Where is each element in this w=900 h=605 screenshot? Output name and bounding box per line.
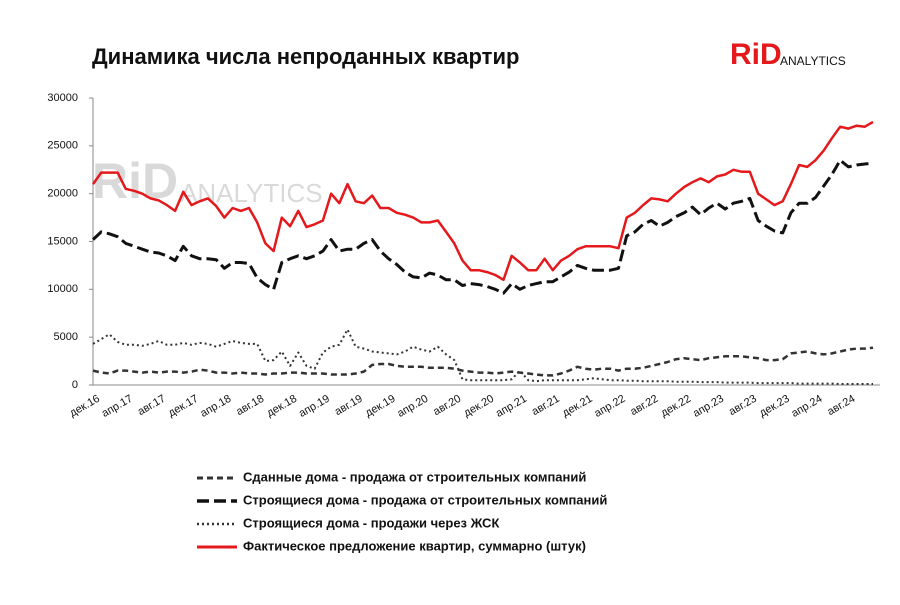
y-tick-label: 0 xyxy=(72,379,78,391)
x-tick-label: авг.20 xyxy=(431,393,463,418)
x-tick-label: дек.18 xyxy=(265,393,299,420)
logo-sub: ANALYTICS xyxy=(780,54,846,68)
watermark: RiD ANALYTICS xyxy=(92,153,323,209)
x-tick-label: апр.20 xyxy=(395,393,430,420)
legend-label: Строящиеся дома - продажа от строительны… xyxy=(243,492,607,507)
legend-label: Сданные дома - продажа от строительных к… xyxy=(243,469,586,484)
x-tick-label: авг.18 xyxy=(234,393,266,418)
y-tick-label: 20000 xyxy=(47,188,78,200)
y-tick-label: 5000 xyxy=(54,331,78,343)
watermark-sub: ANALYTICS xyxy=(180,178,323,208)
x-tick-label: апр.19 xyxy=(297,393,332,420)
x-tick-label: авг.22 xyxy=(628,393,660,418)
series-line xyxy=(91,158,874,295)
y-tick-label: 15000 xyxy=(47,235,78,247)
x-tick-label: апр.21 xyxy=(494,393,529,420)
x-tick-label: апр.22 xyxy=(592,393,627,420)
y-tick-label: 30000 xyxy=(47,92,78,104)
y-tick-label: 10000 xyxy=(47,283,78,295)
logo-brand: RiD xyxy=(730,38,782,71)
logo: RiD ANALYTICS xyxy=(730,38,846,71)
x-tick-label: дек.22 xyxy=(659,393,693,420)
x-tick-label: авг.21 xyxy=(530,393,562,418)
x-tick-label: дек.19 xyxy=(363,393,397,420)
series-line xyxy=(91,120,874,282)
series-line xyxy=(92,328,873,385)
legend-label: Строящиеся дома - продажи через ЖСК xyxy=(243,515,499,530)
legend-label: Фактическое предложение квартир, суммарн… xyxy=(243,538,586,553)
x-tick-label: авг.19 xyxy=(333,393,365,418)
chart-title: Динамика числа непроданных квартир xyxy=(92,44,519,69)
x-tick-label: дек.21 xyxy=(560,393,594,420)
x-tick-label: апр.23 xyxy=(691,393,726,420)
x-tick-label: апр.24 xyxy=(789,393,824,420)
x-tick-label: авг.24 xyxy=(825,393,857,418)
x-tick-label: авг.23 xyxy=(727,393,759,418)
x-tick-label: апр.17 xyxy=(100,393,135,420)
x-tick-label: дек.20 xyxy=(462,393,496,420)
x-tick-label: дек.17 xyxy=(166,393,200,420)
series-line xyxy=(92,346,874,377)
x-tick-label: дек.16 xyxy=(68,393,102,420)
y-tick-label: 25000 xyxy=(47,140,78,152)
x-tick-label: авг.17 xyxy=(136,393,168,418)
x-tick-label: дек.23 xyxy=(757,393,791,420)
x-tick-label: апр.18 xyxy=(198,393,233,420)
watermark-brand: RiD xyxy=(92,153,178,209)
